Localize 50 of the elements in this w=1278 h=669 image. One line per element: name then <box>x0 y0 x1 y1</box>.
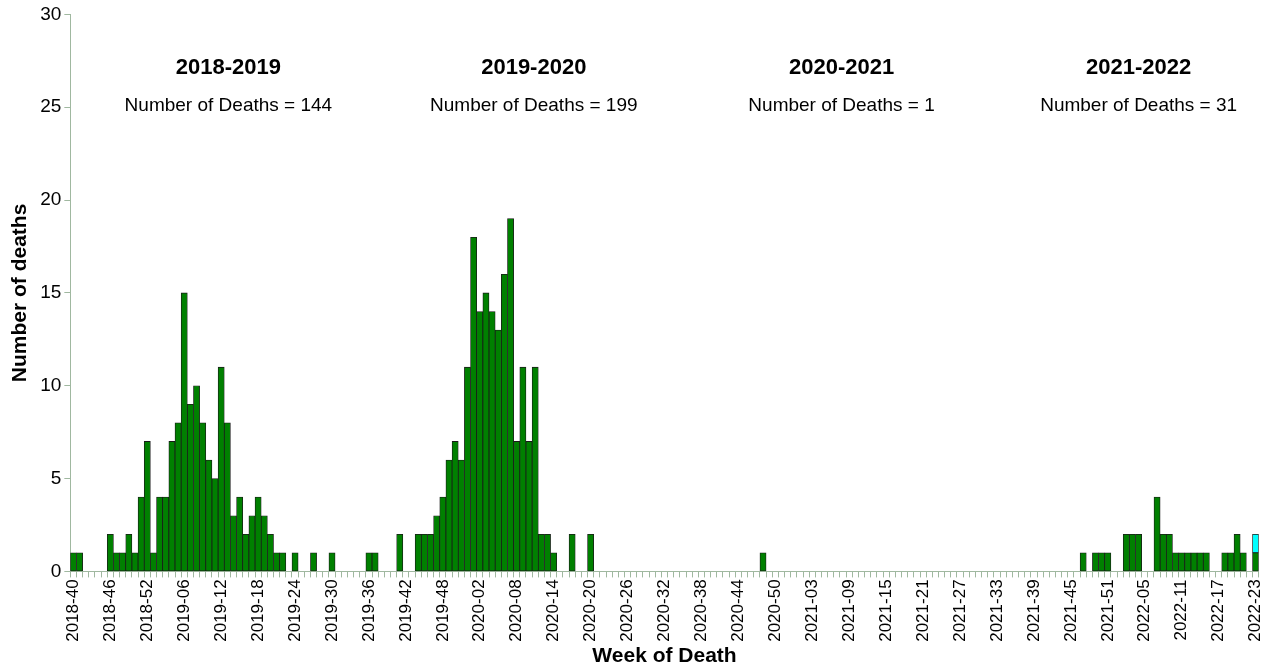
y-axis-title: Number of deaths <box>7 203 31 383</box>
x-tick-label: 2021-39 <box>1023 579 1043 642</box>
x-tick-label: 2021-09 <box>838 579 858 642</box>
y-tick-label: 10 <box>40 373 62 395</box>
y-tick-label: 20 <box>40 188 62 210</box>
annotation: 2018-2019 <box>175 54 281 80</box>
x-tick-label: 2022-11 <box>1171 579 1191 641</box>
x-tick-label: 2021-21 <box>912 579 932 642</box>
x-tick-label: 2022-23 <box>1245 579 1265 642</box>
x-tick-label: 2019-42 <box>395 579 415 642</box>
x-tick-label: 2021-33 <box>986 579 1006 642</box>
x-tick-label: 2018-40 <box>63 579 83 642</box>
x-tick-label: 2020-32 <box>654 579 674 642</box>
x-axis-title: Week of Death <box>592 643 737 667</box>
x-tick-label: 2020-50 <box>765 579 785 642</box>
x-tick-label: 2018-46 <box>100 579 120 642</box>
annotation: 2019-2020 <box>481 54 587 80</box>
y-tick-label: 30 <box>40 2 62 24</box>
x-tick-label: 2020-20 <box>580 579 600 642</box>
annotation: Number of Deaths = 199 <box>430 94 638 116</box>
annotation: Number of Deaths = 144 <box>124 94 333 116</box>
y-tick-label: 15 <box>40 281 62 303</box>
x-tick-label: 2021-45 <box>1060 579 1080 642</box>
x-tick-label: 2019-18 <box>247 579 267 642</box>
x-tick-label: 2020-38 <box>691 579 711 642</box>
x-tick-label: 2021-51 <box>1097 579 1117 642</box>
annotation: Number of Deaths = 31 <box>1040 94 1238 116</box>
x-tick-label: 2019-24 <box>284 579 304 642</box>
y-tick-label: 5 <box>50 466 62 488</box>
x-tick-label: 2019-06 <box>173 579 193 642</box>
x-tick-label: 2021-03 <box>801 579 821 642</box>
x-tick-label: 2022-05 <box>1134 579 1154 642</box>
x-tick-label: 2019-48 <box>432 579 452 642</box>
y-tick-label: 25 <box>40 95 62 117</box>
x-tick-label: 2018-52 <box>136 579 156 642</box>
x-tick-label: 2020-02 <box>469 579 489 642</box>
x-tick-label: 2020-44 <box>728 579 748 642</box>
y-tick-label: 0 <box>50 559 62 581</box>
annotation: Number of Deaths = 1 <box>748 94 935 116</box>
x-tick-label: 2020-14 <box>543 579 563 642</box>
x-tick-label: 2019-36 <box>358 579 378 642</box>
x-tick-label: 2020-08 <box>506 579 526 642</box>
annotation: 2021-2022 <box>1086 54 1192 80</box>
x-tick-label: 2022-17 <box>1208 579 1228 642</box>
x-tick-label: 2021-27 <box>949 579 969 642</box>
x-tick-label: 2020-26 <box>617 579 637 642</box>
x-tick-label: 2019-12 <box>210 579 230 642</box>
annotation: 2020-2021 <box>788 54 895 80</box>
x-tick-label: 2019-30 <box>321 579 341 642</box>
x-tick-label: 2021-15 <box>875 579 895 642</box>
